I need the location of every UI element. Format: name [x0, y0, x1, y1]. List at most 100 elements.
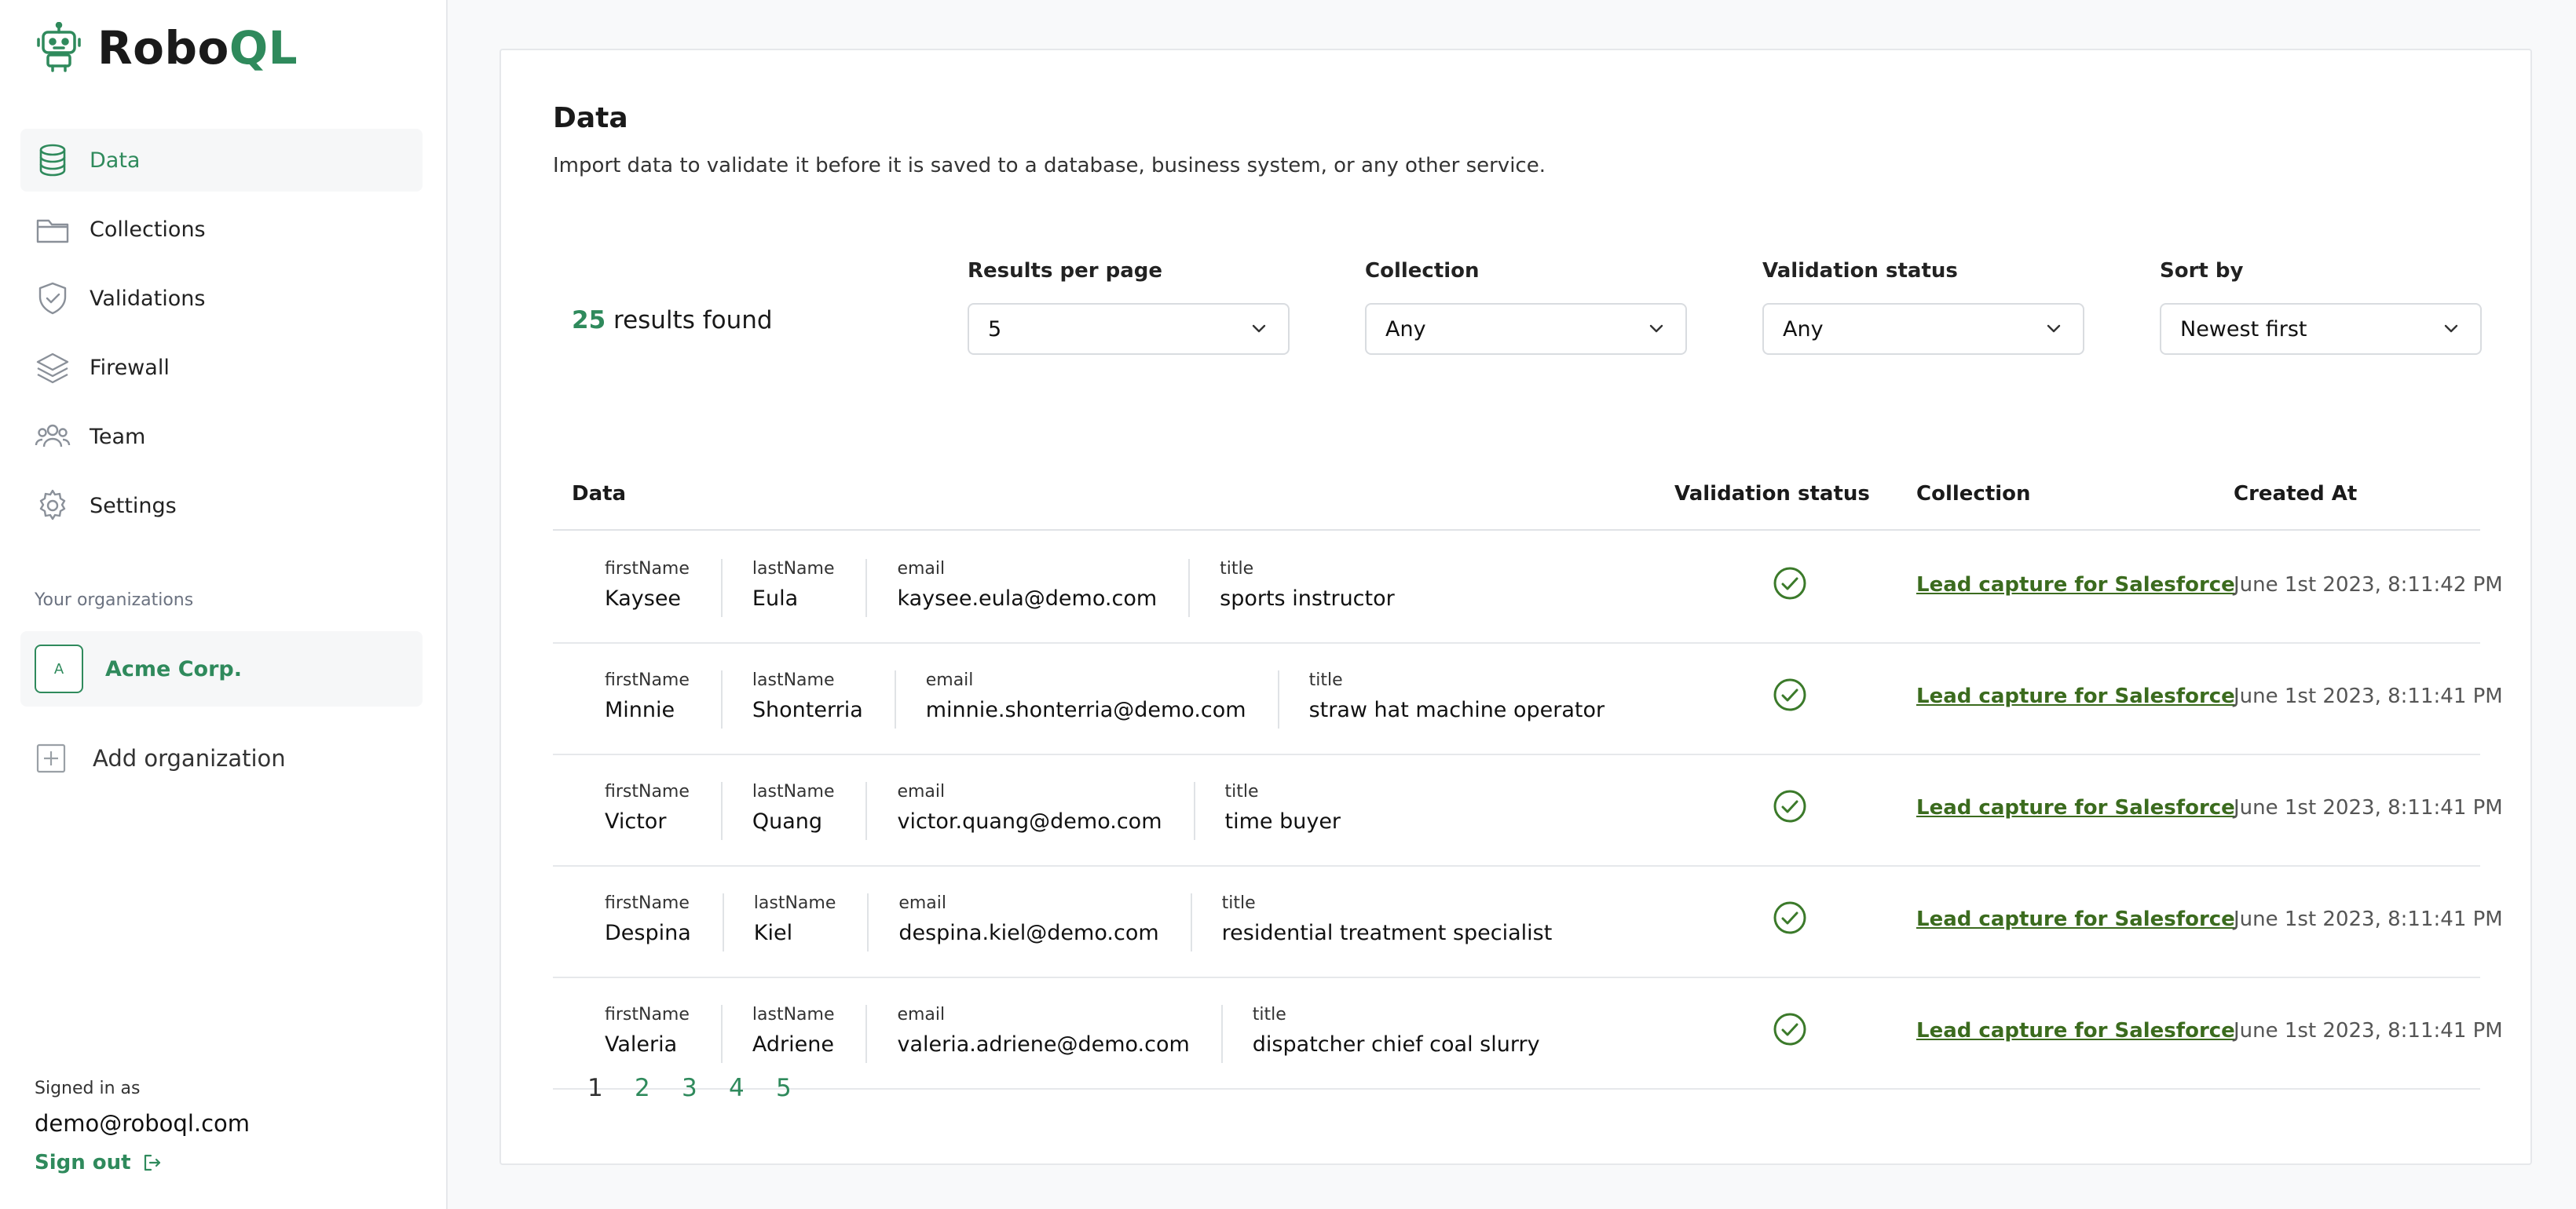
field-lastName: lastName Adriene [752, 1005, 868, 1063]
field-title: title time buyer [1225, 782, 1373, 834]
sidebar-item-label: Team [90, 424, 146, 449]
check-circle-icon [1773, 678, 1806, 711]
sort-by-select[interactable]: Newest first [2160, 303, 2482, 355]
sort-by-filter: Sort by Newest first [2160, 259, 2482, 355]
field-key: firstName [605, 670, 690, 690]
field-value: minnie.shonterria@demo.com [925, 698, 1246, 722]
field-value: time buyer [1224, 809, 1341, 834]
org-name: Acme Corp. [105, 656, 243, 681]
collection-select[interactable]: Any [1365, 303, 1687, 355]
sidebar-item-label: Settings [90, 493, 177, 518]
data-panel: Data Import data to validate it before i… [499, 49, 2532, 1165]
collection-link[interactable]: Lead capture for Salesforce [1916, 796, 2235, 820]
gear-icon [39, 489, 66, 520]
sidebar-item-validations[interactable]: Validations [20, 267, 423, 330]
page-4-link[interactable]: 4 [729, 1074, 745, 1102]
sidebar-item-collections[interactable]: Collections [20, 198, 423, 261]
filter-label: Sort by [2160, 259, 2244, 283]
filter-label: Validation status [1762, 259, 1958, 283]
table-row[interactable]: firstName Victor lastName Quang email victor.… [553, 755, 2503, 867]
page-5-link[interactable]: 5 [776, 1074, 792, 1102]
field-lastName: lastName Kiel [754, 893, 869, 951]
page-3-link[interactable]: 3 [682, 1074, 697, 1102]
app-logo[interactable]: RoboQL [33, 20, 298, 75]
sidebar-item-label: Data [90, 148, 141, 173]
field-email: email valeria.adriene@demo.com [897, 1005, 1223, 1063]
field-email: email victor.quang@demo.com [897, 782, 1195, 840]
column-header-data: Data [572, 482, 627, 506]
field-value: dispatcher chief coal slurry [1252, 1032, 1540, 1057]
field-key: email [897, 559, 946, 579]
column-header-validation-status: Validation status [1674, 482, 1870, 506]
created-at: June 1st 2023, 8:11:41 PM [2234, 796, 2503, 820]
chevron-down-icon [2047, 324, 2061, 333]
table-row[interactable]: firstName Despina lastName Kiel email despina… [553, 867, 2503, 978]
table-row[interactable]: firstName Kaysee lastName Eula email kaysee.e… [553, 532, 2503, 644]
collection-link[interactable]: Lead capture for Salesforce [1916, 685, 2235, 708]
field-title: title residential treatment specialist [1222, 893, 1584, 945]
field-lastName: lastName Shonterria [752, 670, 896, 729]
column-header-created-at: Created At [2234, 482, 2358, 506]
layers-icon [36, 352, 69, 384]
organization-item[interactable]: A Acme Corp. [20, 631, 423, 707]
main-nav: Data Collections Validations Firewall Te… [20, 129, 423, 543]
check-circle-icon [1773, 567, 1806, 600]
field-value: Valeria [605, 1032, 678, 1057]
field-firstName: firstName Despina [605, 893, 724, 951]
field-key: email [897, 1005, 946, 1025]
field-value: Adriene [752, 1032, 834, 1057]
validation-status-select[interactable]: Any [1762, 303, 2084, 355]
field-value: Victor [605, 809, 667, 834]
validation-status-filter: Validation status Any [1762, 259, 2084, 355]
field-title: title straw hat machine operator [1309, 670, 1637, 722]
check-circle-icon [1773, 901, 1806, 934]
add-organization-label: Add organization [93, 745, 286, 772]
chevron-down-icon [1649, 324, 1663, 333]
field-key: title [1252, 1005, 1286, 1025]
chevron-down-icon [1252, 324, 1266, 333]
field-key: lastName [753, 893, 836, 913]
field-key: title [1308, 670, 1343, 690]
sidebar-item-label: Collections [90, 217, 206, 242]
add-organization-button[interactable]: Add organization [35, 738, 286, 779]
sidebar-item-team[interactable]: Team [20, 405, 423, 468]
table-header: Data Validation status Collection Create… [553, 458, 2480, 531]
collection-link[interactable]: Lead capture for Salesforce [1916, 1019, 2235, 1043]
folder-icon [36, 219, 69, 243]
field-title: title sports instructor [1220, 559, 1426, 611]
collection-link[interactable]: Lead capture for Salesforce [1916, 573, 2235, 597]
table-row[interactable]: firstName Minnie lastName Shonterria email mi… [553, 644, 2503, 755]
pagination: 1 2 3 4 5 [587, 1074, 823, 1102]
sidebar-item-data[interactable]: Data [20, 129, 423, 192]
table-row[interactable]: firstName Valeria lastName Adriene email vale… [553, 978, 2503, 1090]
field-lastName: lastName Eula [752, 559, 868, 617]
signed-in-email: demo@roboql.com [35, 1110, 251, 1137]
field-key: firstName [605, 1005, 690, 1025]
field-value: residential treatment specialist [1221, 921, 1553, 945]
page-1-link[interactable]: 1 [587, 1074, 603, 1102]
plus-square-icon [36, 743, 66, 773]
page-title: Data [553, 102, 628, 134]
field-value: kaysee.eula@demo.com [897, 586, 1158, 611]
field-value: despina.kiel@demo.com [898, 921, 1159, 945]
field-key: firstName [605, 559, 690, 579]
check-circle-icon [1773, 790, 1806, 823]
field-firstName: firstName Kaysee [605, 559, 723, 617]
field-value: Quang [752, 809, 823, 834]
created-at: June 1st 2023, 8:11:41 PM [2234, 1019, 2503, 1043]
sidebar-item-settings[interactable]: Settings [20, 474, 423, 537]
sidebar-item-firewall[interactable]: Firewall [20, 336, 423, 399]
results-suffix: results found [613, 306, 773, 334]
field-key: firstName [605, 782, 690, 802]
field-key: lastName [752, 1005, 835, 1025]
field-title: title dispatcher chief coal slurry [1253, 1005, 1572, 1057]
field-key: firstName [605, 893, 690, 913]
database-icon [39, 144, 66, 177]
field-value: Kiel [753, 921, 793, 945]
users-icon [35, 424, 71, 447]
collection-link[interactable]: Lead capture for Salesforce [1916, 908, 2235, 931]
page-2-link[interactable]: 2 [635, 1074, 650, 1102]
results-per-page-select[interactable]: 5 [968, 303, 1290, 355]
sign-out-link[interactable]: Sign out [35, 1151, 163, 1174]
select-value: 5 [988, 316, 1002, 342]
